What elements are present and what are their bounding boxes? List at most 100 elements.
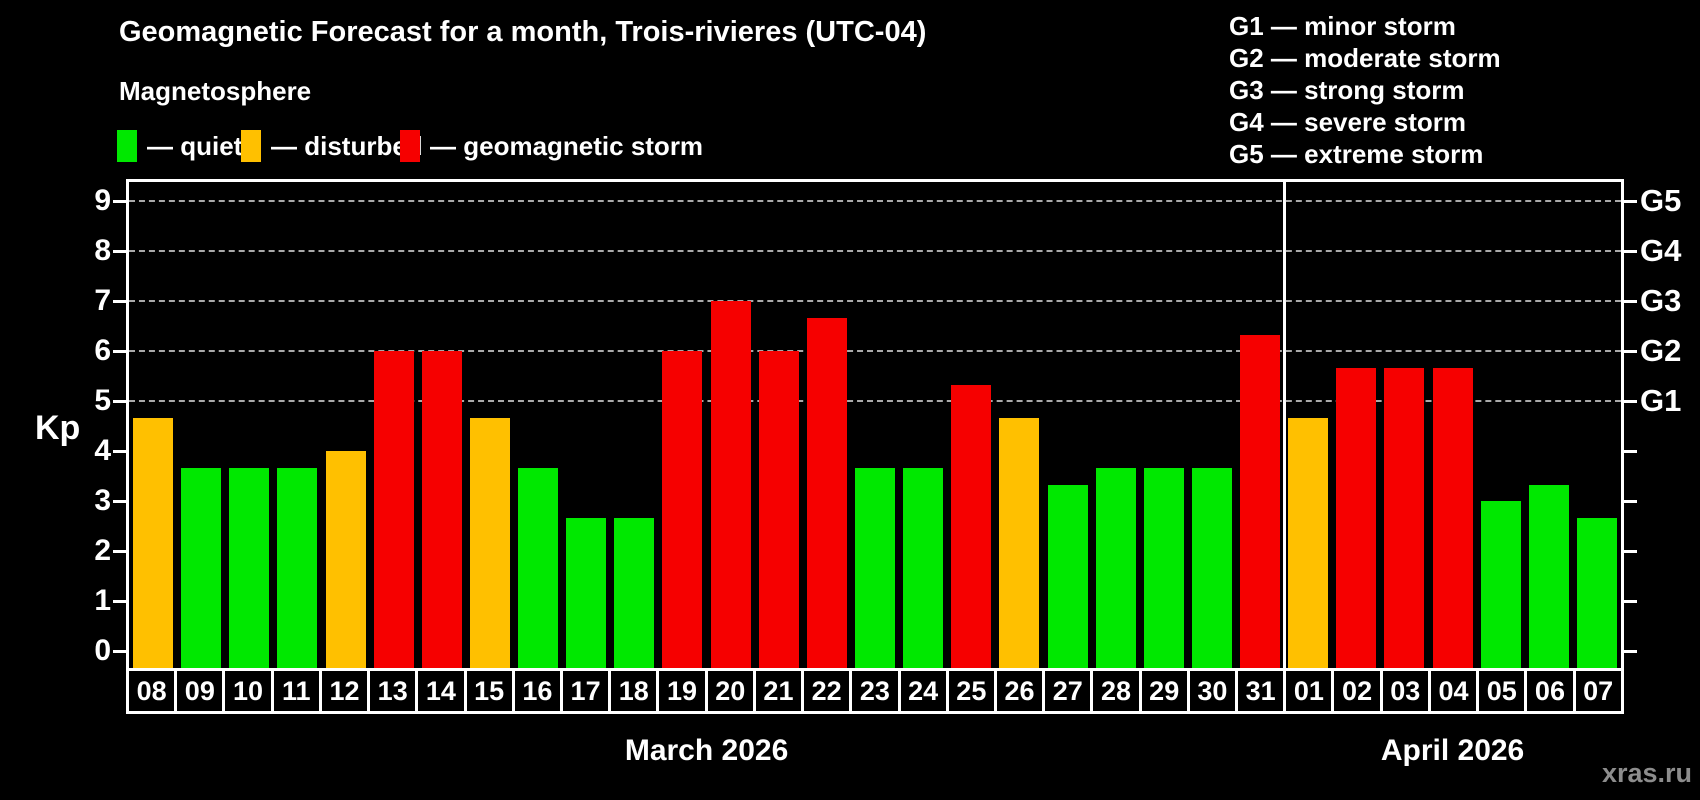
day-label-11: 11	[270, 671, 319, 711]
kp-bar-01	[1288, 417, 1329, 668]
kp-bar-04	[1432, 367, 1473, 668]
kp-bar-18	[614, 517, 655, 668]
kp-bar-23	[855, 467, 895, 668]
y-axis-label-1: 1	[94, 584, 111, 617]
day-label-20: 20	[704, 671, 753, 711]
magnetosphere-subtitle: Magnetosphere	[119, 76, 312, 106]
kp-bar-13	[373, 351, 414, 668]
right-axis-label-g3: G3	[1640, 283, 1682, 318]
right-tick-7	[1624, 299, 1637, 303]
day-label-18: 18	[608, 671, 656, 711]
g1-legend-line: G1 — minor storm	[1229, 11, 1456, 41]
day-label-08: 08	[136, 675, 167, 706]
kp-bar-06	[1528, 484, 1569, 668]
kp-bar-10	[229, 467, 270, 668]
month-label-march: March 2026	[624, 734, 789, 767]
plot-border-right	[1621, 179, 1624, 668]
y-axis-title: Kp	[35, 409, 81, 447]
day-label-04: 04	[1427, 671, 1476, 711]
g2-legend-line: G2 — moderate storm	[1229, 43, 1501, 73]
right-axis-label-g1: G1	[1640, 383, 1682, 418]
left-tick-0	[113, 649, 126, 653]
day-label-07: 07	[1572, 671, 1621, 711]
kp-bar-27	[1047, 484, 1088, 668]
plot-area: Kp G1 G2 G3 G4 G5 0 1 2 3 4 5 6 7 8 9	[35, 179, 1681, 668]
y-axis-label-8: 8	[94, 234, 111, 267]
left-tick-2	[113, 549, 126, 553]
day-label-03: 03	[1379, 671, 1428, 711]
right-tick-5	[1624, 399, 1637, 403]
day-label-25: 25	[945, 671, 994, 711]
kp-bar-22	[806, 317, 847, 668]
left-tick-7	[113, 299, 126, 303]
day-label-15: 15	[463, 671, 512, 711]
day-label-06: 06	[1524, 671, 1572, 711]
gridline-g5	[129, 200, 1621, 202]
kp-bar-14	[421, 351, 462, 668]
right-tick-4	[1624, 449, 1637, 453]
day-label-row: 08 09 10 11 12 13 14 15 16 17 18 19 20 21 22 23 24 25 26 27…	[126, 668, 1624, 714]
day-label-21: 21	[752, 671, 801, 711]
page-title: Geomagnetic Forecast for a month, Trois-…	[119, 16, 927, 48]
quiet-color-swatch	[117, 130, 137, 162]
day-label-17: 17	[559, 671, 608, 711]
day-label-05: 05	[1476, 671, 1524, 711]
kp-bar-12	[325, 451, 366, 668]
kp-bar-24	[903, 467, 944, 668]
day-label-28: 28	[1090, 671, 1138, 711]
gridline-g1	[129, 400, 1621, 402]
right-tick-6	[1624, 349, 1637, 353]
kp-bar-20	[710, 301, 751, 668]
kp-bar-08	[133, 417, 174, 668]
y-axis-label-7: 7	[94, 284, 111, 317]
right-axis-label-g5: G5	[1640, 183, 1682, 218]
day-label-16: 16	[511, 671, 560, 711]
kp-bar-25	[951, 384, 992, 668]
y-axis-label-0: 0	[94, 634, 111, 667]
right-tick-0	[1624, 649, 1637, 653]
kp-bar-07	[1576, 517, 1617, 668]
day-label-22: 22	[801, 671, 849, 711]
y-axis-label-5: 5	[94, 384, 111, 417]
storm-legend-label: — geomagnetic storm	[430, 130, 704, 161]
disturbed-color-swatch	[241, 130, 261, 162]
g3-legend-line: G3 — strong storm	[1229, 75, 1465, 105]
gridline-g3	[129, 300, 1621, 302]
watermark: xras.ru	[1601, 758, 1692, 788]
kp-bar-03	[1384, 367, 1425, 668]
right-axis-label-g4: G4	[1640, 233, 1682, 268]
right-tick-9	[1624, 199, 1637, 203]
day-label-26: 26	[993, 671, 1042, 711]
storm-scale-legend: G1 — minor storm G2 — moderate storm G3 …	[1229, 10, 1501, 170]
plot-border-top	[126, 179, 1624, 182]
day-label-30: 30	[1186, 671, 1235, 711]
right-tick-3	[1624, 499, 1637, 503]
gridline-g4	[129, 250, 1621, 252]
right-axis-label-g2: G2	[1640, 333, 1682, 368]
left-tick-4	[113, 449, 126, 453]
y-axis-label-3: 3	[94, 484, 111, 517]
y-axis-label-9: 9	[94, 184, 111, 217]
month-label-april: April 2026	[1380, 734, 1525, 767]
kp-bar-15	[469, 417, 510, 668]
kp-bar-26	[999, 417, 1040, 668]
day-label-24: 24	[897, 671, 946, 711]
kp-bar-31	[1240, 334, 1281, 668]
kp-bar-11	[277, 467, 318, 668]
y-axis-label-4: 4	[94, 434, 111, 467]
kp-bar-19	[662, 351, 703, 668]
kp-bar-21	[758, 351, 799, 668]
kp-bar-17	[566, 517, 607, 668]
day-label-29: 29	[1138, 671, 1187, 711]
day-label-13: 13	[367, 671, 415, 711]
legend-item-quiet: — quiet	[117, 129, 242, 163]
legend-item-disturbed: — disturbed	[241, 129, 423, 163]
plot-border-left	[126, 179, 129, 668]
day-label-02: 02	[1331, 671, 1379, 711]
day-label-12: 12	[318, 671, 367, 711]
y-axis-label-6: 6	[94, 334, 111, 367]
left-tick-9	[113, 199, 126, 203]
day-label-10: 10	[222, 671, 270, 711]
kp-bar-02	[1336, 367, 1377, 668]
gridline-g2	[129, 350, 1621, 352]
